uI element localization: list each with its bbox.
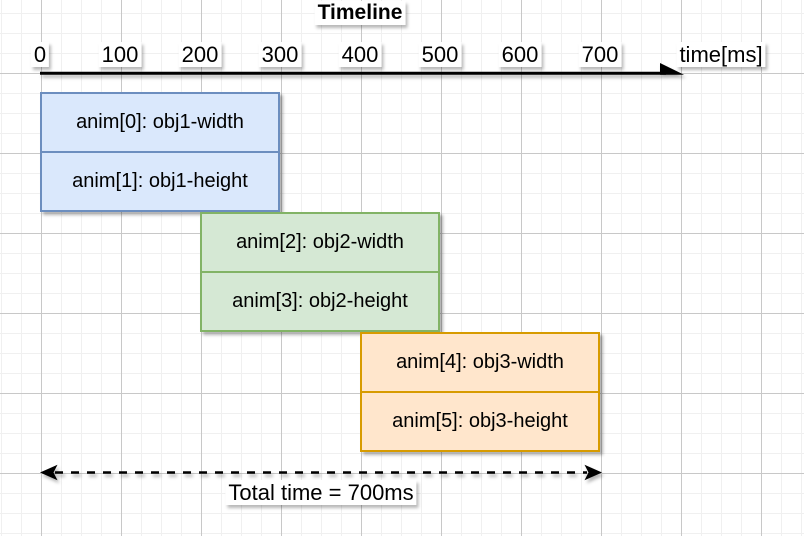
axis-arrowhead-icon — [660, 63, 684, 75]
axis-unit-label: time[ms] — [676, 42, 766, 68]
anim-block-5: anim[5]: obj3-height — [362, 391, 598, 450]
total-arrow-right-arrowhead-icon — [584, 464, 602, 481]
anim-block-4: anim[4]: obj3-width — [396, 351, 564, 373]
anim-block-3: anim[3]: obj2-height — [202, 271, 438, 330]
axis-tick-700: 700 — [578, 42, 622, 68]
axis-tick-200: 200 — [178, 42, 222, 68]
axis-tick-500: 500 — [418, 42, 462, 68]
obj1-block-group: anim[0]: obj1-width anim[1]: obj1-height — [40, 92, 280, 212]
obj3-block-group: anim[4]: obj3-width anim[5]: obj3-height — [360, 332, 600, 452]
anim-block-0: anim[0]: obj1-width — [76, 111, 244, 133]
total-time-arrow — [40, 464, 602, 481]
obj2-block-group: anim[2]: obj2-width anim[3]: obj2-height — [200, 212, 440, 332]
time-axis-arrow — [40, 63, 684, 75]
axis-tick-400: 400 — [338, 42, 382, 68]
total-arrow-left-arrowhead-icon — [40, 464, 58, 481]
axis-tick-0: 0 — [30, 42, 50, 68]
diagram-title: Timeline — [314, 1, 406, 26]
axis-tick-100: 100 — [98, 42, 142, 68]
total-time-label: Total time = 700ms — [225, 480, 417, 506]
anim-block-2: anim[2]: obj2-width — [236, 231, 404, 253]
anim-block-1: anim[1]: obj1-height — [42, 151, 278, 210]
axis-tick-300: 300 — [258, 42, 302, 68]
axis-tick-600: 600 — [498, 42, 542, 68]
